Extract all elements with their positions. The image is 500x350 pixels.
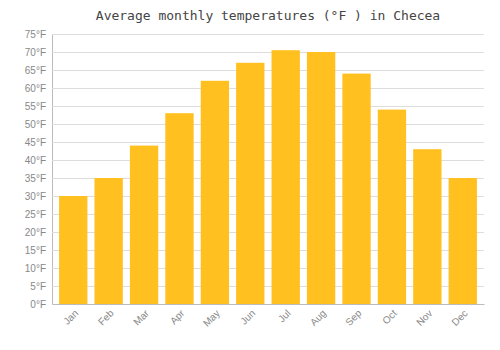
bar [272,50,300,304]
y-tick-label: 25°F [25,209,46,220]
bar [449,178,477,304]
x-tick: Jan [61,308,80,327]
x-tick-label: Jan [61,308,80,327]
y-tick-label: 40°F [25,155,46,166]
y-tick-label: 65°F [25,65,46,76]
grid-line [52,304,484,305]
x-tick-label: May [201,308,222,329]
x-tick-label: Feb [96,307,116,327]
grid-line [52,52,484,53]
plot-area: 0°F 5°F 10°F 15°F 20°F 25°F 30°F 35°F 40°F 45°F 50… [25,29,485,329]
y-axis-line [52,35,53,305]
bar [130,146,158,304]
y-tick-label: 55°F [25,101,46,112]
x-axis: Jan Feb Mar Apr May Jun Jul Aug Sep Oct Nov Dec [53,305,485,329]
x-tick: Nov [414,308,434,328]
y-tick-label: 50°F [25,119,46,130]
y-tick-label: 10°F [25,263,46,274]
grid-line [52,70,484,71]
y-axis: 0°F 5°F 10°F 15°F 20°F 25°F 30°F 35°F 40°F 45°F 50… [25,29,484,310]
y-tick-label: 0°F [30,299,46,310]
grid-line [52,34,484,35]
bar [413,149,441,304]
x-tick: Feb [96,307,116,327]
x-tick: Jun [238,308,257,327]
bars [59,50,477,304]
x-tick-label: Mar [131,307,151,327]
x-tick-label: Nov [414,308,434,328]
y-tick-label: 35°F [25,173,46,184]
grid-line [52,142,484,143]
x-tick-label: Oct [380,307,399,326]
bar [59,196,87,304]
x-tick: Mar [131,307,151,327]
y-tick-label: 60°F [25,83,46,94]
bar [94,178,122,304]
grid-line [52,88,484,89]
bar [201,81,229,304]
y-tick-label: 45°F [25,137,46,148]
x-tick: Sep [343,307,364,328]
bar [378,110,406,304]
x-tick: Jul [276,308,293,325]
x-tick-label: Apr [168,307,187,326]
y-tick: 70°F [25,47,484,58]
bar [307,52,335,304]
grid-line [52,106,484,107]
bar [342,74,370,304]
y-tick-label: 5°F [30,281,46,292]
y-tick-label: 30°F [25,191,46,202]
x-tick: Apr [168,307,187,326]
x-tick-label: Dec [449,308,469,328]
bar [236,63,264,304]
x-tick: Oct [380,307,399,326]
y-tick-label: 70°F [25,47,46,58]
x-tick-label: Sep [343,307,364,328]
title: Average monthly temperatures (°F ) in Ch… [96,8,440,23]
y-tick: 75°F [25,29,484,40]
x-tick: Dec [449,308,469,328]
x-axis-line [53,304,485,305]
x-tick-label: Aug [308,308,328,328]
bar [165,113,193,304]
x-tick: May [201,308,222,329]
x-tick: Aug [308,308,328,328]
x-tick-label: Jul [276,308,293,325]
x-tick-label: Jun [238,308,257,327]
grid-line [52,124,484,125]
y-tick-label: 20°F [25,227,46,238]
chart: 0°F 5°F 10°F 15°F 20°F 25°F 30°F 35°F 40°F 45°F 50… [0,0,500,350]
y-tick-label: 15°F [25,245,46,256]
y-tick-label: 75°F [25,29,46,40]
